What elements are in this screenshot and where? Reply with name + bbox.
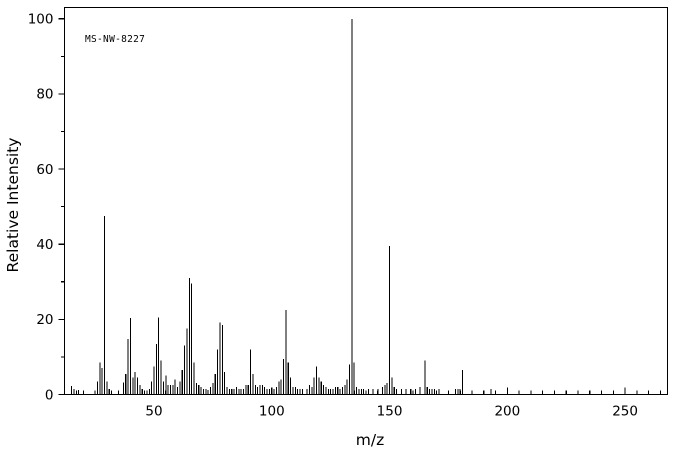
- y-tick-label: 60: [36, 162, 53, 178]
- y-axis-tick-labels: 0 20 40 60 80 100: [28, 12, 54, 404]
- x-tick-label: 200: [494, 404, 520, 420]
- x-axis-title: m/z: [356, 431, 384, 449]
- y-axis-ticks: [58, 18, 65, 396]
- x-tick-label: 250: [612, 404, 638, 420]
- x-tick-label: 150: [377, 404, 403, 420]
- spectrum-peaks: [71, 18, 492, 395]
- plot-frame: [63, 6, 669, 396]
- y-tick-label: 80: [36, 87, 53, 103]
- y-tick-label: 40: [36, 237, 53, 253]
- x-tick-label: 50: [145, 404, 162, 420]
- x-axis-ticks: [71, 387, 661, 395]
- x-axis-tick-labels: 50 100 150 200 250: [145, 404, 638, 420]
- y-tick-label: 100: [28, 12, 54, 28]
- y-tick-label: 20: [36, 312, 53, 328]
- spectrum-id-annotation: MS-NW-8227: [85, 34, 145, 45]
- x-tick-label: 100: [259, 404, 285, 420]
- plot-border: [63, 6, 669, 396]
- y-axis-title: Relative Intensity: [4, 138, 22, 273]
- y-tick-label: 0: [45, 387, 54, 403]
